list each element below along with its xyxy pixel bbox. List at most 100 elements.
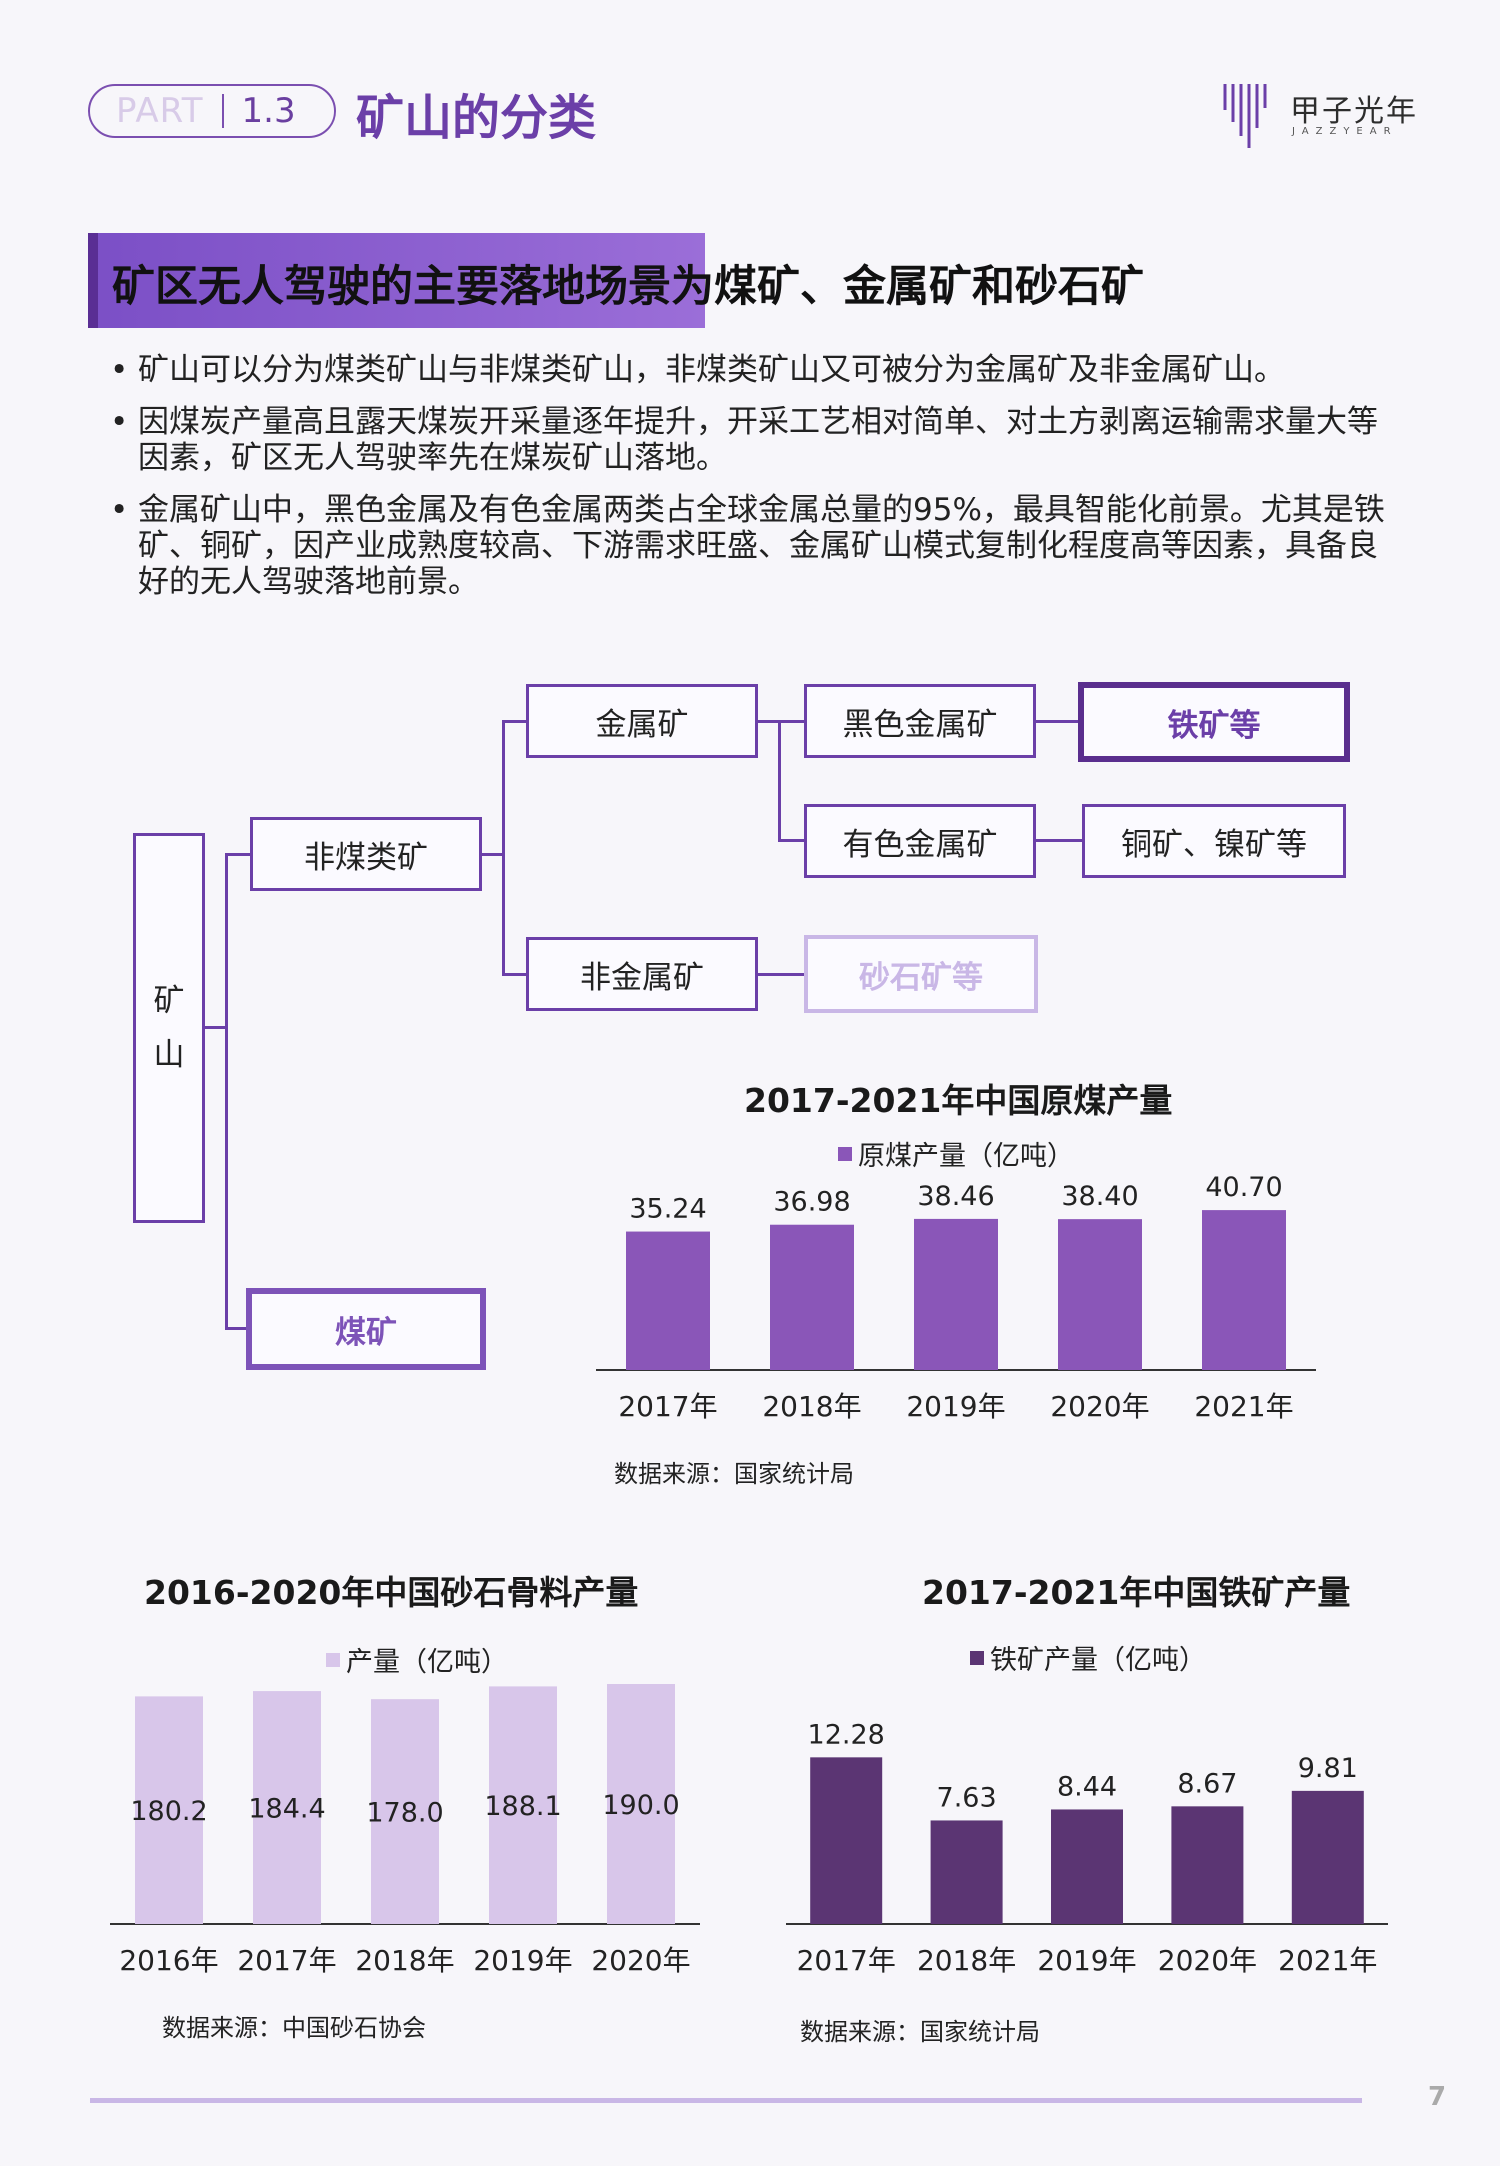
heading-highlight xyxy=(90,233,705,328)
legend-swatch xyxy=(326,1652,340,1667)
bullet-item: 因煤炭产量高且露天煤炭开采量逐年提升，开采工艺相对简单、对土方剥离运输需求量大等… xyxy=(110,404,1400,476)
bullet-item: 金属矿山中，黑色金属及有色金属两类占全球金属总量的95%，最具智能化前景。尤其是… xyxy=(110,492,1400,600)
tree-node-copper-nickel: 铜矿、镍矿等 xyxy=(1082,804,1346,878)
tree-connector xyxy=(758,720,780,723)
data-label: 9.81 xyxy=(1298,1753,1358,1784)
page-number: 7 xyxy=(1428,2082,1447,2112)
legend-swatch xyxy=(838,1146,852,1161)
bar xyxy=(1291,1790,1364,1924)
data-label: 38.40 xyxy=(1061,1181,1138,1212)
bar xyxy=(371,1699,439,1924)
sand-chart-legend: 产量（亿吨） xyxy=(326,1640,508,1679)
data-label: 8.67 xyxy=(1177,1768,1237,1799)
data-label: 188.1 xyxy=(484,1791,561,1822)
sand-chart-source: 数据来源：中国砂石协会 xyxy=(162,2014,426,2042)
tick-label: 2021年 xyxy=(1278,1944,1377,1977)
data-label: 7.63 xyxy=(937,1782,997,1813)
tree-connector xyxy=(502,720,505,975)
tree-node-non-metal: 非金属矿 xyxy=(526,937,758,1011)
tree-node-coal: 煤矿 xyxy=(246,1288,486,1370)
tree-connector xyxy=(778,839,804,842)
sand-production-chart: 180.2 2016年 184.4 2017年 178.0 2018年 188.1 2019年… xyxy=(110,1684,700,1977)
coal-chart-legend: 原煤产量（亿吨） xyxy=(838,1134,1074,1173)
legend-label: 产量（亿吨） xyxy=(346,1647,508,1678)
data-label: 184.4 xyxy=(248,1794,325,1825)
tick-label: 2019年 xyxy=(1037,1944,1136,1977)
bar xyxy=(1058,1219,1142,1370)
logo-text: 甲子光年 xyxy=(1290,94,1418,129)
coal-chart-title: 2017-2021年中国原煤产量 xyxy=(744,1081,1173,1120)
iron-chart-source: 数据来源：国家统计局 xyxy=(800,2018,1040,2046)
heading-accent xyxy=(88,233,98,328)
tree-connector xyxy=(1036,839,1082,842)
tree-node-iron: 铁矿等 xyxy=(1078,682,1350,762)
tick-label: 2018年 xyxy=(762,1390,861,1423)
tick-label: 2018年 xyxy=(355,1944,454,1977)
data-label: 38.46 xyxy=(917,1181,994,1212)
data-label: 36.98 xyxy=(773,1187,850,1218)
tree-connector xyxy=(502,973,526,976)
tick-label: 2020年 xyxy=(1050,1390,1149,1423)
bar xyxy=(914,1218,998,1370)
tree-node-nonferrous: 有色金属矿 xyxy=(804,804,1036,878)
tree-root-mine: 矿 山 xyxy=(133,833,205,1223)
tree-connector xyxy=(482,853,504,856)
part-number: 1.3 xyxy=(241,91,296,131)
tree-connector xyxy=(225,853,228,1329)
coal-production-chart: 35.24 2017年 36.98 2018年 38.46 2019年 38.40 2020年… xyxy=(596,1172,1316,1423)
logo-icon xyxy=(1223,84,1267,148)
bar xyxy=(1202,1210,1286,1370)
tick-label: 2020年 xyxy=(591,1944,690,1977)
bar xyxy=(626,1231,710,1370)
bar xyxy=(489,1686,557,1924)
data-label: 40.70 xyxy=(1205,1172,1282,1203)
legend-label: 铁矿产量（亿吨） xyxy=(990,1645,1206,1676)
data-label: 180.2 xyxy=(130,1796,207,1827)
bar xyxy=(770,1224,854,1370)
coal-chart-source: 数据来源：国家统计局 xyxy=(614,1460,854,1488)
tree-connector xyxy=(502,720,526,723)
bar xyxy=(1051,1809,1123,1924)
tree-root-char: 山 xyxy=(153,1037,185,1073)
tree-node-non-coal: 非煤类矿 xyxy=(250,817,482,891)
data-label: 178.0 xyxy=(366,1798,443,1829)
tree-connector xyxy=(225,1327,246,1330)
iron-chart-legend: 铁矿产量（亿吨） xyxy=(970,1638,1206,1677)
tick-label: 2017年 xyxy=(797,1944,896,1977)
part-label: PART xyxy=(116,91,204,131)
iron-production-chart: 12.28 2017年 7.63 2018年 8.44 2019年 8.67 2020年 9.8… xyxy=(786,1719,1388,1977)
tree-root-char: 矿 xyxy=(153,983,185,1019)
tick-label: 2019年 xyxy=(473,1944,572,1977)
tree-connector xyxy=(778,720,804,723)
bar xyxy=(930,1820,1003,1924)
legend-swatch xyxy=(970,1650,984,1665)
tree-connector xyxy=(205,1026,227,1029)
bar xyxy=(607,1684,675,1924)
bullet-list: 矿山可以分为煤类矿山与非煤类矿山，非煤类矿山又可被分为金属矿及非金属矿山。 因煤… xyxy=(110,352,1400,616)
iron-chart-title: 2017-2021年中国铁矿产量 xyxy=(922,1573,1351,1612)
bar xyxy=(135,1696,203,1924)
tick-label: 2017年 xyxy=(618,1390,717,1423)
section-heading: 矿区无人驾驶的主要落地场景为煤矿、金属矿和砂石矿 xyxy=(112,262,1144,312)
sand-chart-title: 2016-2020年中国砂石骨料产量 xyxy=(144,1573,639,1612)
tree-node-metal: 金属矿 xyxy=(526,684,758,758)
tree-connector xyxy=(778,720,781,841)
page-title: 矿山的分类 xyxy=(356,90,597,146)
part-divider xyxy=(221,94,224,128)
tree-node-sand-stone: 砂石矿等 xyxy=(804,935,1038,1013)
tick-label: 2019年 xyxy=(906,1390,1005,1423)
tick-label: 2017年 xyxy=(237,1944,336,1977)
data-label: 190.0 xyxy=(602,1790,679,1821)
bar xyxy=(1171,1806,1244,1924)
bar xyxy=(253,1691,321,1924)
tree-connector xyxy=(225,853,250,856)
data-label: 35.24 xyxy=(629,1194,706,1225)
data-label: 8.44 xyxy=(1057,1771,1117,1802)
part-badge: PART 1.3 xyxy=(88,84,336,138)
tree-connector xyxy=(1036,720,1078,723)
logo-subtext: JAZZYEAR xyxy=(1292,126,1398,137)
tick-label: 2018年 xyxy=(917,1944,1016,1977)
tick-label: 2016年 xyxy=(119,1944,218,1977)
data-label: 12.28 xyxy=(808,1719,885,1750)
legend-label: 原煤产量（亿吨） xyxy=(858,1141,1074,1172)
